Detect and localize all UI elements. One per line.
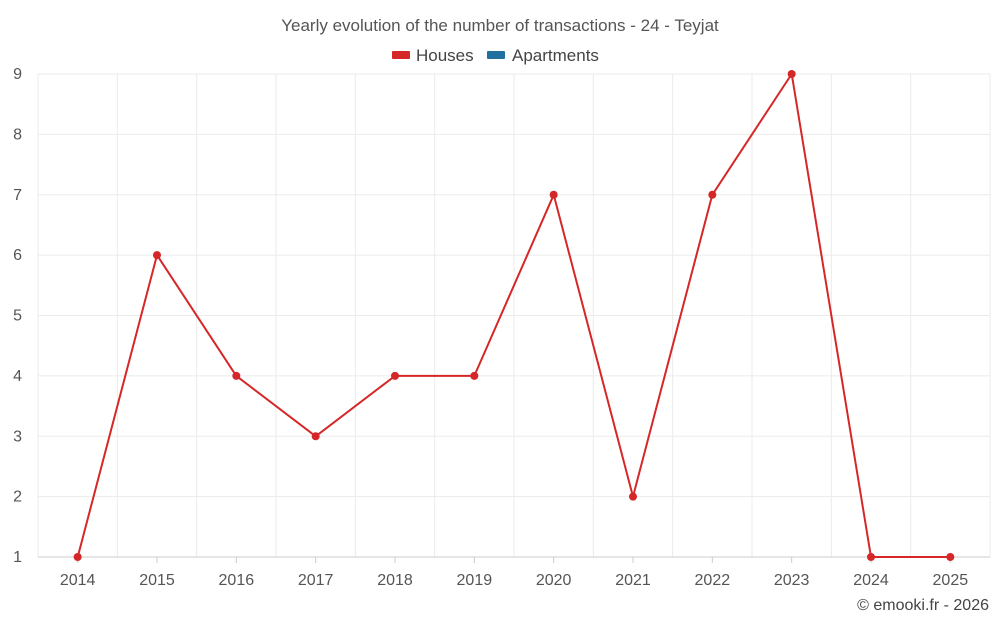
x-tick-label: 2022 <box>695 572 731 589</box>
legend-label-houses: Houses <box>416 46 474 65</box>
data-point-houses[interactable] <box>311 432 320 441</box>
data-point-houses[interactable] <box>629 492 637 501</box>
x-tick-label: 2019 <box>457 572 493 589</box>
series-line-houses <box>76 73 951 558</box>
data-point-houses[interactable] <box>946 553 955 561</box>
data-point-houses[interactable] <box>708 190 717 199</box>
data-point-houses[interactable] <box>153 251 161 260</box>
x-tick-label: 2020 <box>536 572 572 589</box>
x-tick-label: 2016 <box>219 572 255 589</box>
x-axis: 2014 2015 2016 2017 2018 2019 2020 2021 2022 2023… <box>38 556 990 589</box>
y-tick-label: 9 <box>13 66 22 83</box>
credit-text: © emooki.fr - 2026 <box>857 597 989 614</box>
x-tick-label: 2015 <box>139 572 175 589</box>
data-point-houses[interactable] <box>232 371 241 380</box>
legend: Houses Apartments <box>392 46 599 65</box>
x-tick-label: 2025 <box>933 572 969 589</box>
y-tick-label: 3 <box>13 428 22 445</box>
y-tick-label: 5 <box>13 308 22 325</box>
legend-item-apartments[interactable]: Apartments <box>487 46 599 65</box>
y-tick-label: 7 <box>13 187 22 204</box>
legend-swatch-houses <box>392 51 410 59</box>
x-tick-label: 2014 <box>60 572 96 589</box>
grid <box>37 73 991 557</box>
legend-item-houses[interactable]: Houses <box>392 46 474 65</box>
x-tick-label: 2018 <box>377 572 413 589</box>
legend-swatch-apartments <box>487 51 505 59</box>
y-tick-label: 2 <box>13 489 22 506</box>
data-point-houses[interactable] <box>867 553 875 561</box>
data-point-houses[interactable] <box>73 553 82 561</box>
data-point-houses[interactable] <box>549 190 558 199</box>
chart-title: Yearly evolution of the number of transa… <box>281 16 719 35</box>
x-tick-label: 2023 <box>774 572 810 589</box>
x-tick-label: 2021 <box>615 572 651 589</box>
y-tick-label: 4 <box>13 368 22 385</box>
series-layer <box>73 70 955 561</box>
data-point-houses[interactable] <box>470 371 479 380</box>
y-tick-label: 6 <box>13 247 22 264</box>
y-tick-label: 8 <box>13 126 22 143</box>
x-tick-label: 2017 <box>298 572 334 589</box>
y-tick-label: 1 <box>13 549 22 566</box>
data-point-houses[interactable] <box>787 70 796 78</box>
data-point-houses[interactable] <box>391 371 399 380</box>
x-tick-label: 2024 <box>853 572 889 589</box>
legend-label-apartments: Apartments <box>512 46 599 65</box>
y-axis: 1 2 3 4 5 6 7 8 9 <box>13 66 22 566</box>
